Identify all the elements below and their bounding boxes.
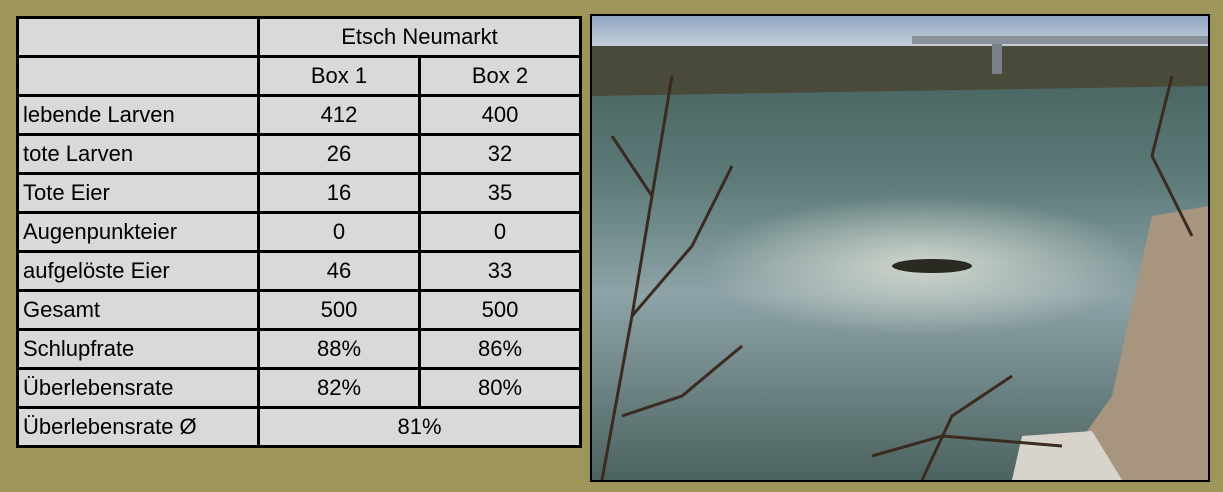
table-row: Überlebensrate 82% 80%: [16, 367, 582, 409]
table-cell: 16: [257, 172, 421, 214]
table-cell: lebende Larven: [16, 94, 260, 136]
table-cell: 35: [418, 172, 582, 214]
table-body: Etsch Neumarkt Box 1 Box 2 lebende Larven 41…: [16, 16, 582, 448]
river-photo: [590, 14, 1210, 482]
table-cell: Überlebensrate Ø: [16, 406, 260, 448]
data-table: Etsch Neumarkt Box 1 Box 2 lebende Larven 41…: [16, 16, 582, 448]
table-row: Augenpunkteier 0 0: [16, 211, 582, 253]
table-row: tote Larven 26 32: [16, 133, 582, 175]
table-cell: Box 2: [418, 55, 582, 97]
table-cell: tote Larven: [16, 133, 260, 175]
table-row: Gesamt 500 500: [16, 289, 582, 331]
table-cell: 500: [418, 289, 582, 331]
table-cell: 412: [257, 94, 421, 136]
table-cell: 80%: [418, 367, 582, 409]
table-row: Schlupfrate 88% 86%: [16, 328, 582, 370]
table-cell: 0: [418, 211, 582, 253]
table-cell: 33: [418, 250, 582, 292]
table-cell: 88%: [257, 328, 421, 370]
table-cell: 82%: [257, 367, 421, 409]
table-cell: 86%: [418, 328, 582, 370]
table-cell: Etsch Neumarkt: [257, 16, 582, 58]
table-row: aufgelöste Eier 46 33: [16, 250, 582, 292]
table-cell: 0: [257, 211, 421, 253]
table-cell: 500: [257, 289, 421, 331]
table-row: Etsch Neumarkt: [16, 16, 582, 58]
table-cell: 26: [257, 133, 421, 175]
table-cell: aufgelöste Eier: [16, 250, 260, 292]
table-cell: Schlupfrate: [16, 328, 260, 370]
table-cell: [16, 16, 260, 58]
table-cell: Tote Eier: [16, 172, 260, 214]
table-cell: 81%: [257, 406, 582, 448]
table-row: Tote Eier 16 35: [16, 172, 582, 214]
table-cell: 32: [418, 133, 582, 175]
table-cell: Gesamt: [16, 289, 260, 331]
table-cell: 46: [257, 250, 421, 292]
table-row: lebende Larven 412 400: [16, 94, 582, 136]
table-cell: Box 1: [257, 55, 421, 97]
table-cell: Überlebensrate: [16, 367, 260, 409]
table-cell: [16, 55, 260, 97]
table-cell: Augenpunkteier: [16, 211, 260, 253]
table-row: Box 1 Box 2: [16, 55, 582, 97]
table-cell: 400: [418, 94, 582, 136]
table-row: Überlebensrate Ø 81%: [16, 406, 582, 448]
